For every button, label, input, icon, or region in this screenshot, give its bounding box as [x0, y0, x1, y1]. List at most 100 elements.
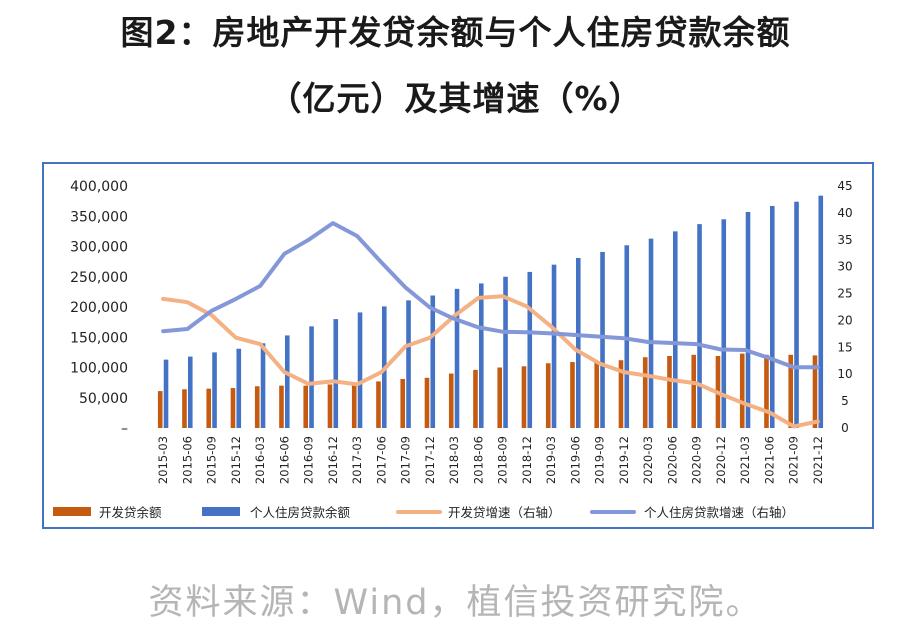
legend-label: 开发贷余额	[99, 505, 162, 520]
bar-dev-balance	[497, 367, 503, 428]
bar-mortgage-balance	[284, 335, 290, 428]
bar-mortgage-balance	[406, 300, 411, 428]
left-tick-label: 100,000	[70, 361, 128, 377]
bar-mortgage-balance	[454, 288, 460, 428]
left-tick-label: 350,000	[70, 209, 128, 225]
legend: 开发贷余额 个人住房贷款余额 开发贷增速（右轴） 个人住房贷款增速（右轴）	[53, 505, 794, 520]
legend-swatch-bar	[202, 507, 240, 516]
x-tick-label: 2017-03	[350, 436, 364, 484]
bar-dev-balance	[545, 363, 551, 428]
bar-dev-balance	[279, 385, 284, 428]
chart-svg: – 50,000 100,000 150,000 200,000 250,000 300,0…	[53, 179, 853, 520]
x-tick-label: 2019-03	[544, 436, 558, 484]
bar-mortgage-balance	[430, 295, 436, 428]
bar-mortgage-balance	[309, 326, 314, 428]
x-tick-label: 2015-06	[180, 436, 194, 484]
bar-mortgage-balance	[357, 312, 363, 428]
x-axis: 2015-03 2015-06 2015-09 2015-12 2016-03 2016-…	[156, 436, 825, 484]
bar-mortgage-balance	[721, 219, 727, 428]
bar-mortgage-balance	[648, 238, 654, 428]
right-tick-label: 0	[841, 421, 849, 435]
x-tick-label: 2021-06	[762, 436, 776, 484]
bar-mortgage-balance	[769, 205, 775, 428]
left-tick-label: 200,000	[70, 300, 128, 316]
chart-title-line1: 图2：房地产开发贷余额与个人住房贷款余额	[120, 13, 791, 52]
bar-mortgage-balance	[600, 251, 605, 428]
legend-swatch-bar	[53, 507, 91, 516]
chart-title-line2: （亿元）及其增速（%）	[268, 79, 643, 118]
right-tick-label: 10	[837, 367, 852, 381]
left-tick-label: 400,000	[70, 179, 128, 195]
bar-dev-balance	[473, 369, 478, 428]
bar-dev-balance	[691, 354, 697, 428]
x-tick-label: 2021-12	[811, 436, 825, 484]
bar-mortgage-balance	[818, 195, 824, 428]
left-tick-label: 300,000	[70, 240, 128, 256]
bar-dev-balance	[424, 377, 430, 428]
x-tick-label: 2016-03	[253, 436, 267, 484]
legend-label: 个人住房贷款增速（右轴）	[644, 505, 794, 520]
bar-dev-balance	[667, 356, 672, 428]
x-tick-label: 2015-03	[156, 436, 170, 484]
right-axis: 0 5 10 15 20 25 30 35 40 45	[837, 179, 852, 435]
left-tick-label: 50,000	[79, 391, 128, 407]
right-tick-label: 25	[837, 287, 852, 301]
right-tick-label: 20	[837, 313, 852, 327]
bar-mortgage-balance	[163, 359, 169, 428]
bar-dev-balance	[230, 388, 236, 428]
bar-mortgage-balance	[575, 257, 581, 428]
x-tick-label: 2018-03	[447, 436, 461, 484]
bar-mortgage-balance	[503, 276, 508, 428]
bar-dev-balance	[157, 391, 163, 428]
bar-mortgage-balance	[794, 201, 799, 428]
line-dev-growth	[161, 294, 820, 429]
x-tick-label: 2016-09	[302, 436, 316, 484]
bar-mortgage-balance	[333, 319, 339, 428]
x-tick-label: 2021-09	[787, 436, 801, 484]
chart-frame: – 50,000 100,000 150,000 200,000 250,000 300,0…	[42, 162, 874, 529]
bar-mortgage-balance	[478, 283, 484, 428]
x-tick-label: 2017-06	[374, 436, 388, 484]
plot-area	[157, 195, 824, 429]
left-axis: – 50,000 100,000 150,000 200,000 250,000 300,0…	[70, 179, 128, 437]
left-tick-label: 250,000	[70, 270, 128, 286]
source-note: 资料来源：Wind，植信投资研究院。	[148, 583, 763, 623]
bar-mortgage-balance	[745, 212, 751, 428]
bar-mortgage-balance	[551, 264, 557, 428]
bar-dev-balance	[376, 381, 381, 428]
right-tick-label: 5	[841, 394, 849, 408]
x-tick-label: 2019-06	[568, 436, 582, 484]
bar-dev-balance	[788, 354, 794, 428]
x-tick-label: 2020-06	[665, 436, 679, 484]
bar-dev-balance	[570, 362, 575, 428]
x-tick-label: 2016-12	[326, 436, 340, 484]
bar-dev-balance	[448, 373, 454, 428]
bar-mortgage-balance	[672, 231, 678, 428]
right-tick-label: 15	[837, 340, 852, 354]
bar-mortgage-balance	[212, 352, 217, 428]
left-tick-label: –	[121, 421, 128, 437]
bar-dev-balance	[351, 382, 357, 428]
bar-mortgage-balance	[187, 356, 193, 428]
x-tick-label: 2021-03	[738, 436, 752, 484]
bar-mortgage-balance	[697, 224, 702, 428]
bar-dev-balance	[812, 355, 818, 428]
x-tick-label: 2020-09	[690, 436, 704, 484]
bar-dev-balance	[254, 386, 260, 428]
bar-dev-balance	[764, 354, 769, 428]
bar-dev-balance	[739, 353, 745, 428]
x-tick-label: 2017-12	[423, 436, 437, 484]
bar-mortgage-balance	[260, 343, 266, 428]
bar-dev-balance	[594, 361, 600, 428]
left-tick-label: 150,000	[70, 330, 128, 346]
x-tick-label: 2020-12	[714, 436, 728, 484]
x-tick-label: 2019-12	[617, 436, 631, 484]
bar-dev-balance	[206, 388, 212, 428]
bar-dev-balance	[182, 389, 187, 428]
x-tick-label: 2017-09	[399, 436, 413, 484]
x-tick-label: 2018-06	[471, 436, 485, 484]
right-tick-label: 45	[837, 179, 852, 193]
bar-dev-balance	[642, 357, 648, 428]
x-tick-label: 2015-12	[229, 436, 243, 484]
x-tick-label: 2018-09	[496, 436, 510, 484]
